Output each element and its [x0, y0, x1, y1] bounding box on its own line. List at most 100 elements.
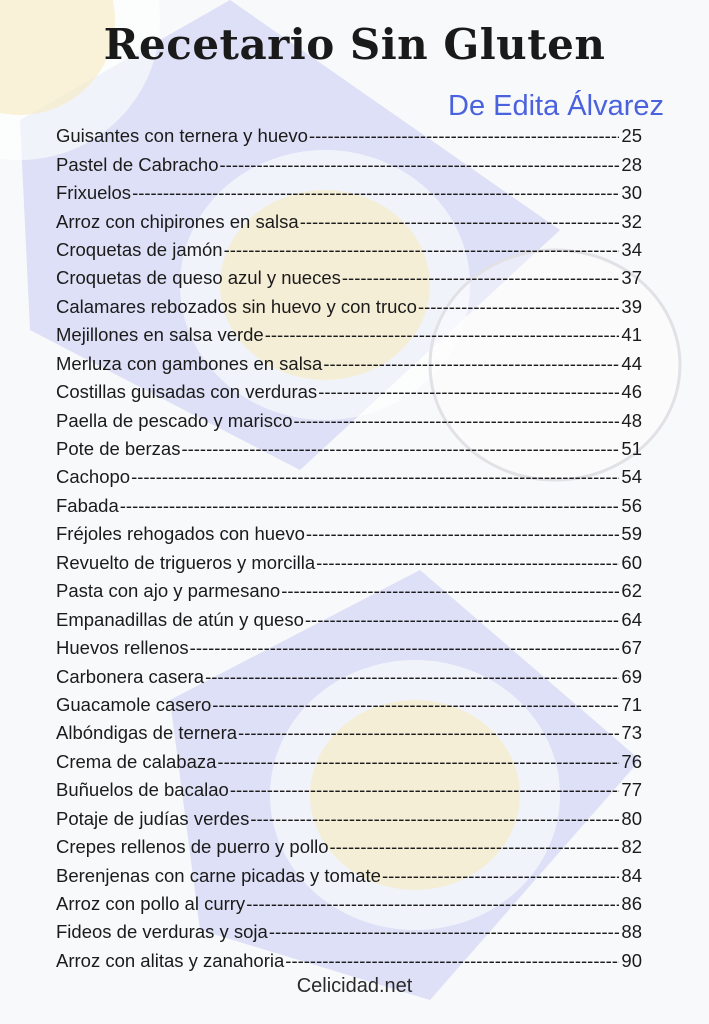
page-number: 62 — [621, 580, 642, 602]
toc-entry: Cachopo 54 — [56, 463, 642, 491]
dot-leader — [330, 836, 619, 858]
toc-entry: Pastel de Cabracho 28 — [56, 150, 642, 178]
toc-entry: Mejillones en salsa verde 41 — [56, 321, 642, 349]
page-number: 69 — [621, 665, 642, 687]
recipe-name: Huevos rellenos — [56, 637, 189, 659]
dot-leader — [220, 154, 620, 176]
recipe-name: Paella de pescado y marisco — [56, 409, 293, 431]
page-number: 73 — [621, 722, 642, 744]
page-number: 32 — [621, 210, 642, 232]
toc-entry: Pasta con ajo y parmesano 62 — [56, 577, 642, 605]
dot-leader — [382, 865, 619, 887]
page-number: 39 — [621, 295, 642, 317]
dot-leader — [205, 666, 619, 688]
page-number: 60 — [621, 551, 642, 573]
dot-leader — [316, 552, 619, 574]
dot-leader — [323, 353, 619, 375]
dot-leader — [131, 466, 619, 488]
page-number: 56 — [621, 494, 642, 516]
toc-entry: Fideos de verduras y soja 88 — [56, 918, 642, 946]
dot-leader — [132, 182, 619, 204]
page-number: 34 — [621, 238, 642, 260]
dot-leader — [246, 893, 619, 915]
dot-leader — [224, 239, 619, 261]
dot-leader — [238, 722, 619, 744]
toc-entry: Arroz con alitas y zanahoria 90 — [56, 947, 642, 975]
toc-entry: Potaje de judías verdes 80 — [56, 805, 642, 833]
recipe-name: Fabada — [56, 494, 119, 516]
page-number: 25 — [621, 125, 642, 147]
toc-entry: Albóndigas de ternera 73 — [56, 719, 642, 747]
page-number: 46 — [621, 381, 642, 403]
dot-leader — [300, 211, 619, 233]
toc-entry: Crema de calabaza 76 — [56, 748, 642, 776]
recipe-name: Fideos de verduras y soja — [56, 921, 268, 943]
recipe-name: Croquetas de queso azul y nueces — [56, 267, 341, 289]
recipe-name: Revuelto de trigueros y morcilla — [56, 551, 316, 573]
dot-leader — [418, 296, 619, 318]
page-number: 67 — [621, 637, 642, 659]
dot-leader — [217, 751, 619, 773]
recipe-name: Albóndigas de ternera — [56, 722, 238, 744]
toc-entry: Croquetas de jamón 34 — [56, 236, 642, 264]
recipe-name: Pote de berzas — [56, 438, 181, 460]
recipe-name: Arroz con chipirones en salsa — [56, 210, 299, 232]
page-number: 86 — [621, 893, 642, 915]
recipe-name: Potaje de judías verdes — [56, 807, 250, 829]
recipe-name: Frixuelos — [56, 182, 132, 204]
recipe-name: Cachopo — [56, 466, 131, 488]
recipe-name: Croquetas de jamón — [56, 238, 223, 260]
dot-leader — [294, 410, 619, 432]
dot-leader — [212, 694, 619, 716]
toc-entry: Pote de berzas 51 — [56, 435, 642, 463]
page-number: 90 — [621, 949, 642, 971]
page-number: 30 — [621, 182, 642, 204]
page-number: 59 — [621, 523, 642, 545]
toc-entry: Carbonera casera 69 — [56, 662, 642, 690]
toc-entry: Fréjoles rehogados con huevo 59 — [56, 520, 642, 548]
page-number: 41 — [621, 324, 642, 346]
toc-entry: Crepes rellenos de puerro y pollo 82 — [56, 833, 642, 861]
toc-entry: Berenjenas con carne picadas y tomate 84 — [56, 861, 642, 889]
toc-entry: Arroz con chipirones en salsa 32 — [56, 207, 642, 235]
page-number: 54 — [621, 466, 642, 488]
page-number: 44 — [621, 352, 642, 374]
dot-leader — [250, 808, 619, 830]
recipe-name: Berenjenas con carne picadas y tomate — [56, 864, 381, 886]
recipe-name: Guisantes con ternera y huevo — [56, 125, 308, 147]
recipe-name: Guacamole casero — [56, 693, 212, 715]
dot-leader — [305, 609, 619, 631]
recipe-name: Mejillones en salsa verde — [56, 324, 264, 346]
recipe-name: Empanadillas de atún y queso — [56, 608, 304, 630]
dot-leader — [285, 950, 619, 972]
page-number: 76 — [621, 750, 642, 772]
toc-entry: Costillas guisadas con verduras 46 — [56, 378, 642, 406]
dot-leader — [309, 125, 619, 147]
toc-entry: Guacamole casero 71 — [56, 691, 642, 719]
toc-entry: Revuelto de trigueros y morcilla 60 — [56, 549, 642, 577]
toc-entry: Empanadillas de atún y queso 64 — [56, 605, 642, 633]
page-number: 64 — [621, 608, 642, 630]
table-of-contents: Guisantes con ternera y huevo 25 Pastel de… — [56, 122, 642, 975]
dot-leader — [269, 921, 619, 943]
recipe-name: Buñuelos de bacalao — [56, 779, 229, 801]
page-number: 48 — [621, 409, 642, 431]
toc-entry: Fabada 56 — [56, 492, 642, 520]
toc-entry: Frixuelos 30 — [56, 179, 642, 207]
dot-leader — [281, 580, 619, 602]
author: De Edita Álvarez — [448, 90, 664, 122]
page-number: 80 — [621, 807, 642, 829]
dot-leader — [318, 381, 619, 403]
recipe-name: Crema de calabaza — [56, 750, 217, 772]
recipe-name: Calamares rebozados sin huevo y con truc… — [56, 295, 417, 317]
page-number: 88 — [621, 921, 642, 943]
dot-leader — [342, 267, 619, 289]
dot-leader — [265, 324, 619, 346]
dot-leader — [181, 438, 619, 460]
toc-entry: Buñuelos de bacalao 77 — [56, 776, 642, 804]
page-number: 51 — [621, 438, 642, 460]
toc-entry: Croquetas de queso azul y nueces 37 — [56, 264, 642, 292]
page-number: 77 — [621, 779, 642, 801]
dot-leader — [306, 523, 619, 545]
